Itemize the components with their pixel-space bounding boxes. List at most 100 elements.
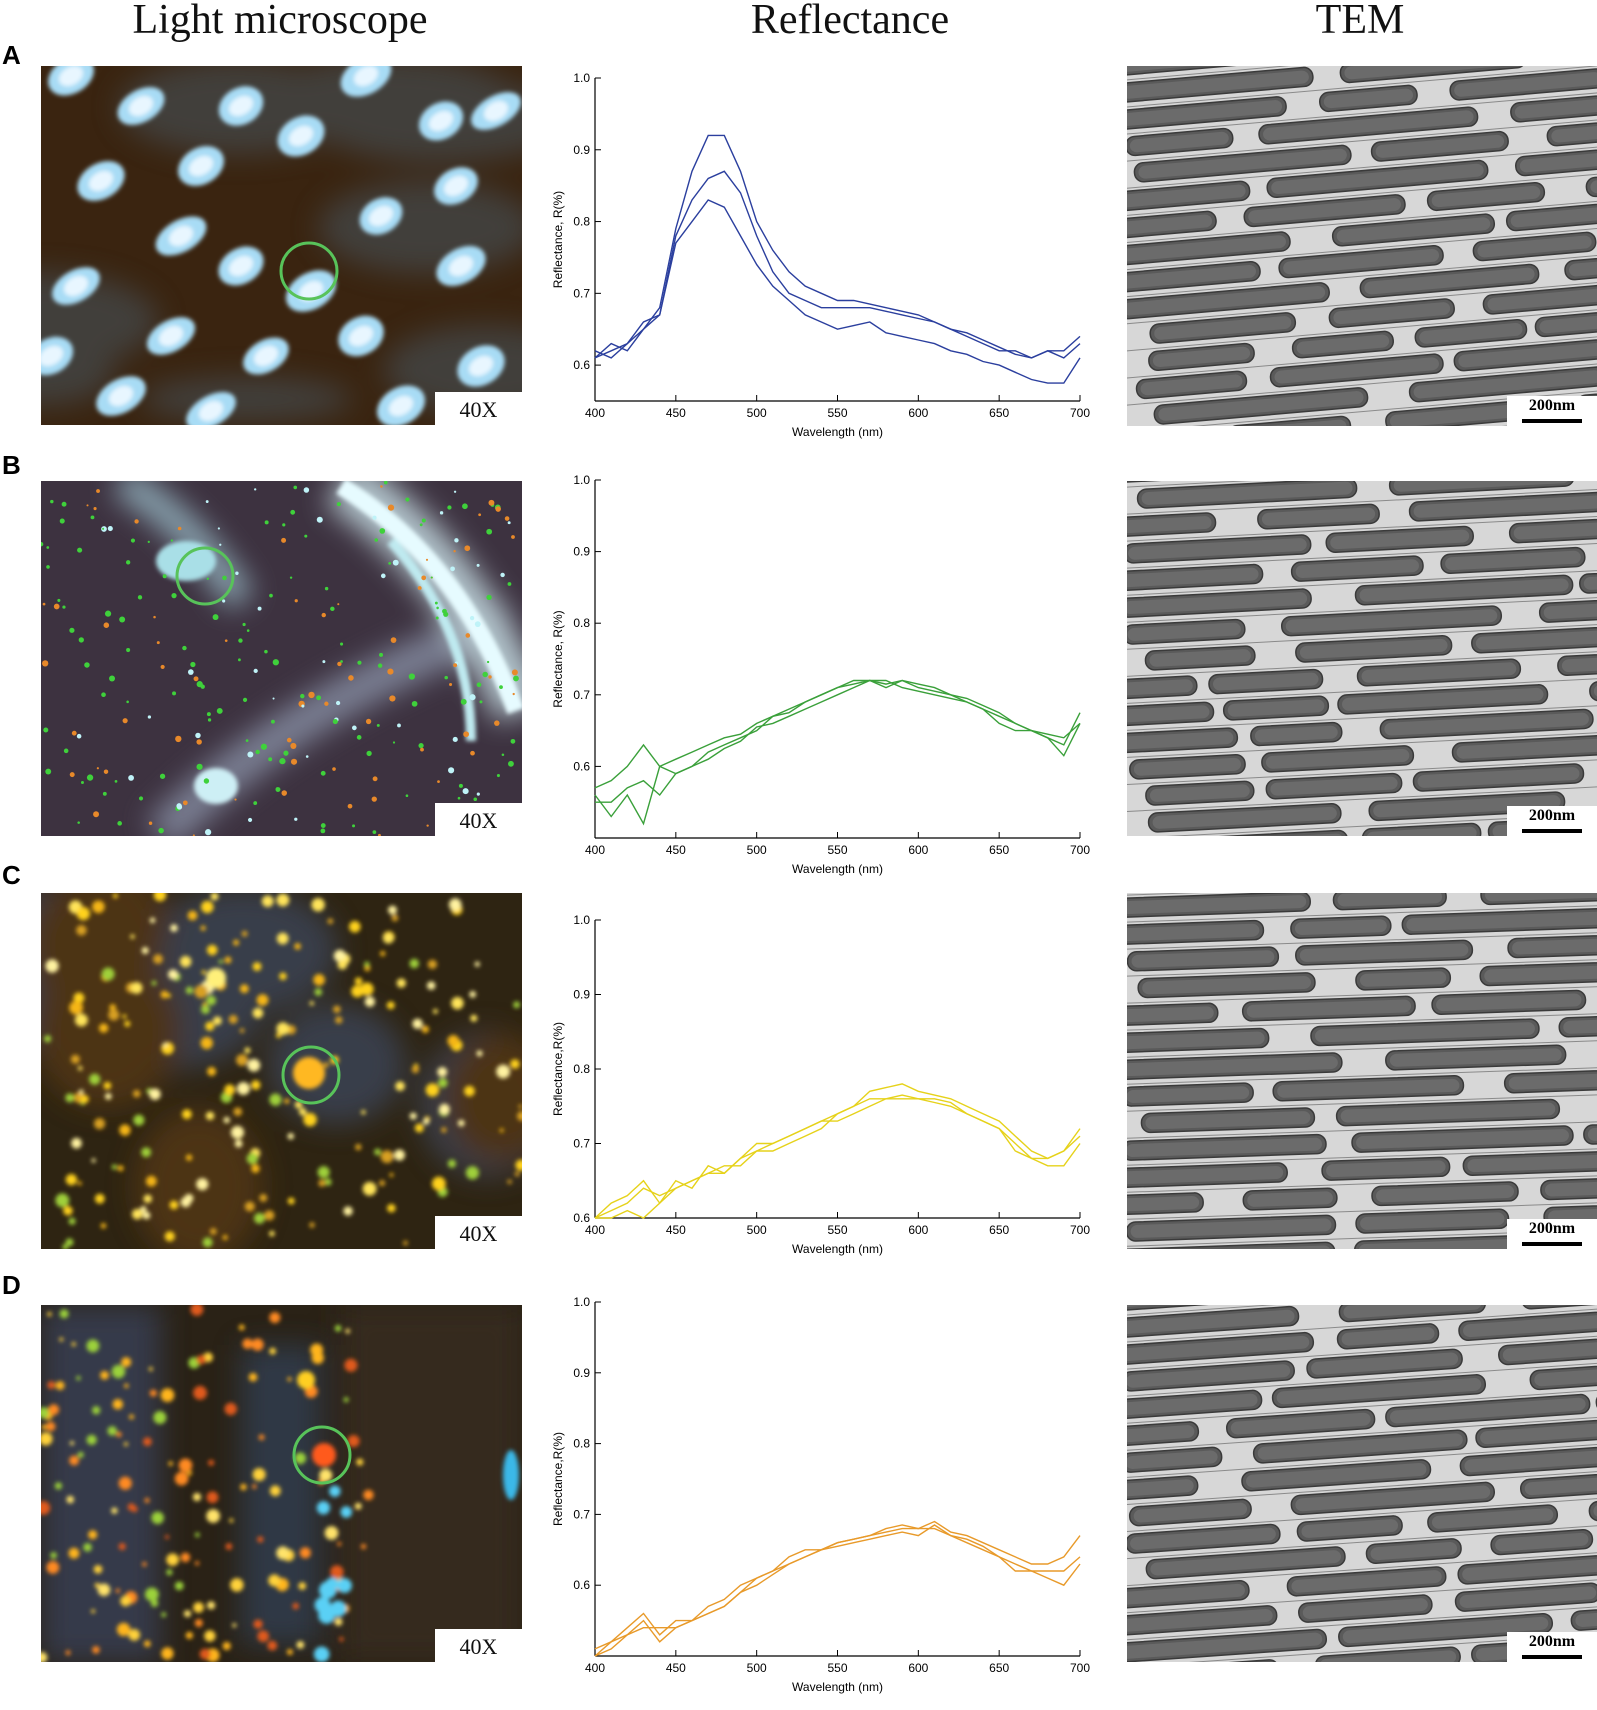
- x-tick-label: 450: [666, 406, 686, 420]
- y-tick-label: 0.7: [573, 1507, 590, 1521]
- x-tick-label: 450: [666, 1223, 686, 1237]
- x-tick-label: 600: [908, 406, 928, 420]
- series-line-2: [595, 681, 1080, 824]
- micrograph-c-image: [41, 893, 522, 1249]
- tem-b-image: [1127, 481, 1597, 836]
- micrograph-b-image: [41, 481, 522, 836]
- micrograph-d: 40X: [41, 1305, 522, 1662]
- header-light-microscope: Light microscope: [100, 0, 460, 40]
- x-tick-label: 600: [908, 1223, 928, 1237]
- x-tick-label: 500: [747, 406, 767, 420]
- x-tick-label: 650: [989, 843, 1009, 857]
- x-tick-label: 650: [989, 1661, 1009, 1675]
- series-line-1: [595, 1084, 1080, 1218]
- y-tick-label: 0.6: [573, 358, 590, 372]
- x-tick-label: 700: [1070, 843, 1090, 857]
- x-axis-label: Wavelength (nm): [792, 862, 883, 876]
- scale-bar-d: 200nm: [1507, 1632, 1597, 1662]
- x-tick-label: 450: [666, 843, 686, 857]
- micrograph-d-image: [41, 1305, 522, 1662]
- y-tick-label: 0.6: [573, 1578, 590, 1592]
- y-axis-label: Reflectance, R(%): [551, 610, 565, 707]
- tem-image-c: 200nm: [1127, 893, 1597, 1249]
- x-tick-label: 400: [585, 1661, 605, 1675]
- y-tick-label: 0.7: [573, 286, 590, 300]
- x-tick-label: 550: [827, 406, 847, 420]
- x-tick-label: 450: [666, 1661, 686, 1675]
- x-axis-label: Wavelength (nm): [792, 1242, 883, 1256]
- series-line-3: [595, 1099, 1080, 1218]
- row-letter-b: B: [2, 450, 21, 481]
- y-tick-label: 0.9: [573, 988, 590, 1002]
- series-line-3: [595, 200, 1080, 383]
- x-tick-label: 700: [1070, 1223, 1090, 1237]
- magnification-label-a: 40X: [435, 392, 522, 425]
- tem-image-d: 200nm: [1127, 1305, 1597, 1662]
- x-axis-label: Wavelength (nm): [792, 425, 883, 439]
- reflectance-chart-d: 0.6 0.7 0.8 0.9 1.0 400 450 500 550 600 650 700 Wave…: [540, 1290, 1100, 1706]
- tem-image-b: 200nm: [1127, 481, 1597, 836]
- scale-bar-c: 200nm: [1507, 1219, 1597, 1249]
- x-tick-label: 550: [827, 1661, 847, 1675]
- series-line-1: [595, 681, 1080, 788]
- scale-label-d: 200nm: [1507, 1633, 1597, 1651]
- scale-bar-a: 200nm: [1507, 396, 1597, 426]
- row-letter-d: D: [2, 1270, 21, 1301]
- series-line-2: [595, 1529, 1080, 1656]
- scale-label-c: 200nm: [1507, 1220, 1597, 1238]
- series-line-1: [595, 1522, 1080, 1657]
- x-tick-label: 600: [908, 1661, 928, 1675]
- tem-a-image: [1127, 66, 1597, 426]
- y-tick-label: 0.9: [573, 1366, 590, 1380]
- series-line-3: [595, 681, 1080, 803]
- y-tick-label: 0.8: [573, 616, 590, 630]
- tem-image-a: 200nm: [1127, 66, 1597, 426]
- x-tick-label: 500: [747, 843, 767, 857]
- row-letter-a: A: [2, 40, 21, 71]
- y-axis-label: Reflectance, R(%): [551, 191, 565, 288]
- y-tick-label: 1.0: [573, 473, 590, 487]
- scale-label-a: 200nm: [1507, 397, 1597, 415]
- micrograph-a: 40X: [41, 66, 522, 425]
- scale-line-c: [1522, 1242, 1582, 1246]
- row-letter-c: C: [2, 860, 21, 891]
- y-tick-label: 0.8: [573, 1062, 590, 1076]
- x-tick-label: 600: [908, 843, 928, 857]
- y-tick-label: 1.0: [573, 71, 590, 85]
- x-tick-label: 700: [1070, 1661, 1090, 1675]
- y-axis-label: Reflectance,R(%): [551, 1432, 565, 1526]
- x-tick-label: 500: [747, 1661, 767, 1675]
- y-tick-label: 0.8: [573, 215, 590, 229]
- x-tick-label: 550: [827, 1223, 847, 1237]
- scale-bar-b: 200nm: [1507, 806, 1597, 836]
- x-tick-label: 500: [747, 1223, 767, 1237]
- y-tick-label: 0.8: [573, 1437, 590, 1451]
- y-tick-label: 1.0: [573, 1295, 590, 1309]
- x-tick-label: 550: [827, 843, 847, 857]
- series-line-3: [595, 1525, 1080, 1649]
- y-tick-label: 0.7: [573, 1137, 590, 1151]
- x-tick-label: 400: [585, 843, 605, 857]
- header-reflectance: Reflectance: [680, 0, 1020, 40]
- tem-d-image: [1127, 1305, 1597, 1662]
- x-tick-label: 400: [585, 1223, 605, 1237]
- x-axis-label: Wavelength (nm): [792, 1680, 883, 1694]
- magnification-label-d: 40X: [435, 1629, 522, 1662]
- x-tick-label: 700: [1070, 406, 1090, 420]
- tem-c-image: [1127, 893, 1597, 1249]
- scale-line-b: [1522, 829, 1582, 833]
- scale-line-d: [1522, 1655, 1582, 1659]
- header-tem: TEM: [1200, 0, 1520, 40]
- x-tick-label: 650: [989, 406, 1009, 420]
- micrograph-b: 40X: [41, 481, 522, 836]
- scale-label-b: 200nm: [1507, 807, 1597, 825]
- series-line-2: [595, 1095, 1080, 1218]
- micrograph-c: 40X: [41, 893, 522, 1249]
- y-tick-label: 0.9: [573, 545, 590, 559]
- y-tick-label: 1.0: [573, 913, 590, 927]
- y-tick-label: 0.6: [573, 759, 590, 773]
- magnification-label-c: 40X: [435, 1216, 522, 1249]
- x-tick-label: 650: [989, 1223, 1009, 1237]
